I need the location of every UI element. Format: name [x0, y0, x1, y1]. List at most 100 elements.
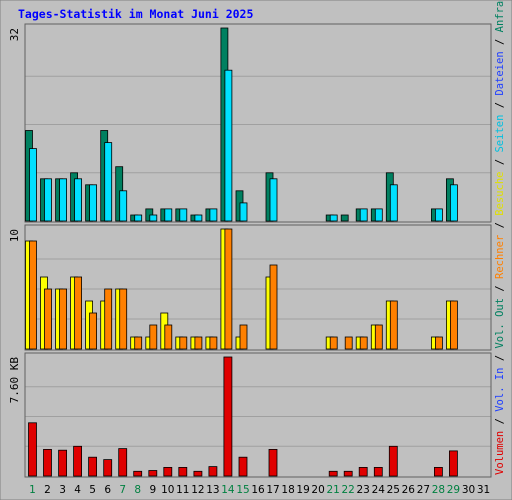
legend-entry-11: / — [494, 96, 506, 115]
bar-rechner-day-2 — [44, 288, 52, 350]
bar-dateien-day-13 — [209, 208, 218, 222]
bar-volumen-day-29 — [448, 450, 458, 477]
x-tick-label-day-10: 10 — [161, 484, 174, 496]
bar-dateien-day-25 — [389, 184, 398, 222]
legend-entry-5: / — [494, 279, 506, 298]
bar-dateien-day-12 — [194, 214, 203, 222]
legend-entry-2: Vol. In — [494, 368, 506, 412]
x-tick-label-day-7: 7 — [119, 484, 126, 496]
x-tick-label-day-21: 21 — [327, 484, 340, 496]
bar-volumen-day-28 — [433, 466, 443, 477]
bar-volumen-day-13 — [208, 466, 218, 477]
bar-dateien-day-10 — [164, 208, 173, 222]
x-tick-label-day-30: 30 — [462, 484, 475, 496]
x-tick-label-day-11: 11 — [176, 484, 189, 496]
bar-volumen-day-15 — [238, 456, 248, 477]
x-tick-label-day-25: 25 — [387, 484, 400, 496]
bar-anfragen-day-22 — [340, 214, 349, 222]
bar-volumen-day-12 — [193, 470, 203, 477]
bar-dateien-day-23 — [359, 208, 368, 222]
bar-rechner-day-9 — [149, 324, 158, 350]
x-tick-label-day-5: 5 — [89, 484, 96, 496]
bar-volumen-day-24 — [373, 466, 383, 477]
x-tick-label-day-16: 16 — [251, 484, 265, 496]
x-tick-label-day-22: 22 — [342, 484, 355, 496]
bar-rechner-day-6 — [104, 288, 113, 350]
x-tick-label-day-6: 6 — [104, 484, 111, 496]
bar-volumen-day-1 — [28, 422, 37, 477]
legend-entry-0: Volumen — [494, 431, 506, 475]
bar-volumen-day-8 — [133, 470, 143, 477]
bar-volumen-day-14 — [223, 356, 233, 477]
bar-volumen-day-2 — [43, 448, 52, 477]
right-legend: Volumen / Vol. In / Vol. Out / Rechner /… — [494, 0, 506, 475]
bar-dateien-day-2 — [44, 178, 52, 222]
bar-rechner-day-11 — [179, 336, 188, 350]
x-tick-label-day-29: 29 — [447, 484, 460, 496]
bar-dateien-day-28 — [434, 208, 443, 222]
bar-dateien-day-3 — [59, 178, 67, 222]
bar-rechner-day-4 — [74, 276, 82, 350]
bar-volumen-day-4 — [73, 445, 82, 477]
legend-entry-1: / — [494, 412, 506, 431]
bar-volumen-day-10 — [163, 466, 173, 477]
bar-dateien-day-24 — [374, 208, 383, 222]
bar-dateien-day-1 — [29, 148, 37, 222]
max-value-label: 10 — [8, 229, 21, 242]
bar-rechner-day-29 — [449, 300, 458, 350]
bar-dateien-day-8 — [134, 214, 143, 222]
x-tick-label-day-13: 13 — [206, 484, 219, 496]
bar-rechner-day-24 — [374, 324, 383, 350]
x-tick-label-day-20: 20 — [311, 484, 324, 496]
x-tick-label-day-19: 19 — [296, 484, 309, 496]
bar-dateien-day-9 — [149, 214, 158, 222]
legend-entry-6: Rechner — [494, 235, 506, 279]
x-tick-label-day-4: 4 — [74, 484, 81, 496]
x-tick-label-day-3: 3 — [59, 484, 66, 496]
bar-rechner-day-22 — [344, 336, 353, 350]
bar-dateien-day-5 — [89, 184, 97, 222]
legend-entry-10: Seiten — [494, 115, 506, 153]
bar-rechner-day-10 — [164, 324, 173, 350]
panel-frame — [24, 224, 492, 351]
panel-frame — [24, 23, 492, 223]
legend-entry-4: Vol. Out — [494, 298, 506, 349]
bar-rechner-day-17 — [269, 264, 278, 350]
x-tick-label-day-18: 18 — [281, 484, 294, 496]
legend-entry-13: / — [494, 32, 506, 51]
bar-volumen-day-22 — [343, 470, 353, 477]
x-tick-label-day-8: 8 — [134, 484, 141, 496]
bar-rechner-day-7 — [119, 288, 128, 350]
legend-entry-12: Dateien — [494, 51, 506, 95]
bar-rechner-day-28 — [434, 336, 443, 350]
bar-dateien-day-14 — [224, 69, 233, 222]
bar-volumen-day-17 — [268, 448, 278, 477]
x-tick-label-day-15: 15 — [236, 484, 249, 496]
bar-volumen-day-6 — [103, 459, 113, 477]
bar-rechner-day-21 — [329, 336, 338, 350]
x-tick-label-day-9: 9 — [149, 484, 156, 496]
x-tick-label-day-17: 17 — [266, 484, 279, 496]
bar-volumen-day-25 — [388, 445, 398, 477]
bar-volumen-day-23 — [358, 466, 368, 477]
bar-dateien-day-6 — [104, 142, 113, 222]
bar-volumen-day-5 — [88, 456, 97, 477]
bar-rechner-day-3 — [59, 288, 67, 350]
x-tick-label-day-23: 23 — [357, 484, 370, 496]
bar-dateien-day-29 — [449, 184, 458, 222]
x-tick-label-day-1: 1 — [29, 484, 36, 496]
x-tick-label-day-14: 14 — [221, 484, 235, 496]
x-tick-label-day-27: 27 — [417, 484, 430, 496]
bar-rechner-day-12 — [194, 336, 203, 350]
bar-rechner-day-15 — [239, 324, 248, 350]
bar-rechner-day-14 — [224, 228, 233, 350]
x-tick-label-day-2: 2 — [44, 484, 51, 496]
panel-volume: 7.60 KB — [8, 352, 492, 478]
bar-dateien-day-7 — [119, 190, 128, 222]
x-tick-label-day-28: 28 — [432, 484, 445, 496]
bar-volumen-day-3 — [58, 449, 67, 477]
panel-requests: 32 — [8, 23, 492, 223]
bar-dateien-day-11 — [179, 208, 188, 222]
